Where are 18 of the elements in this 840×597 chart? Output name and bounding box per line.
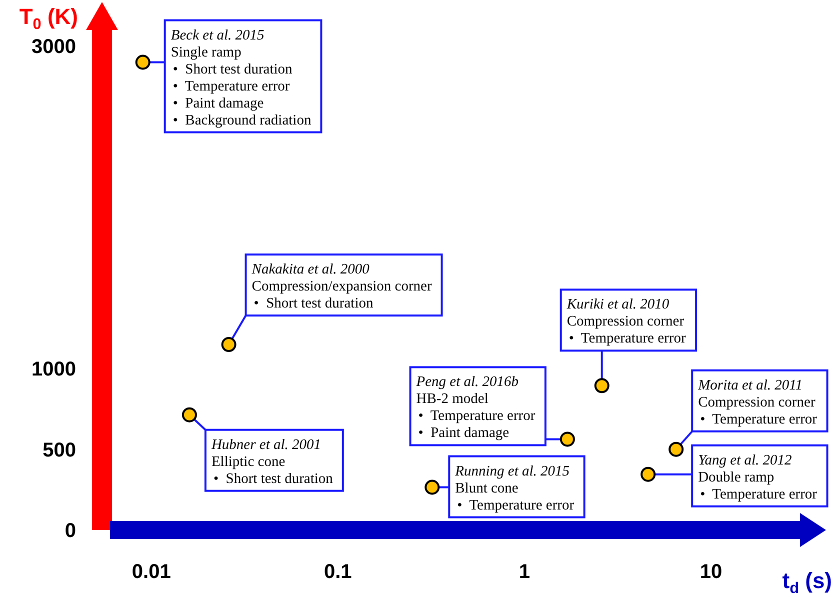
x-tick-label: 0.01: [132, 561, 171, 583]
annotation: Morita et al. 2011 Compression corner • Temperature error: [697, 377, 818, 428]
annotation: Hubner et al. 2001 Elliptic cone • Short test duration: [210, 436, 334, 487]
x-tick-label: 1: [518, 561, 530, 583]
x-tick-label: 0.1: [324, 561, 352, 583]
y-tick-label: 0: [64, 520, 76, 542]
annotation: Peng et al. 2016b HB-2 model • Temperature error • Paint damage: [415, 374, 536, 442]
x-axis-title: t$_{d}$ (s): [782, 568, 832, 596]
x-tick-label: 10: [700, 561, 722, 583]
annotation: Beck et al. 2015 Single ramp • Short test duration • Temperature error • Paint damage • Background radiation: [170, 27, 312, 128]
y-tick-label: 1000: [32, 358, 76, 381]
annotation: Kuriki et al. 2010 Compression corner • Temperature error: [566, 296, 686, 347]
y-tick-label: 3000: [32, 36, 76, 58]
annotation: Nakakita et al. 2000 Compression/expansion corner • Short test duration: [250, 262, 432, 312]
annotation: Yang et al. 2012 Double ramp • Temperature error: [698, 452, 818, 502]
y-tick-label: 500: [42, 439, 76, 462]
y-axis-title: T$_{0}$ (K): [19, 4, 78, 32]
annotation: Running et al. 2015 Blunt cone • Temperature error: [454, 463, 574, 514]
